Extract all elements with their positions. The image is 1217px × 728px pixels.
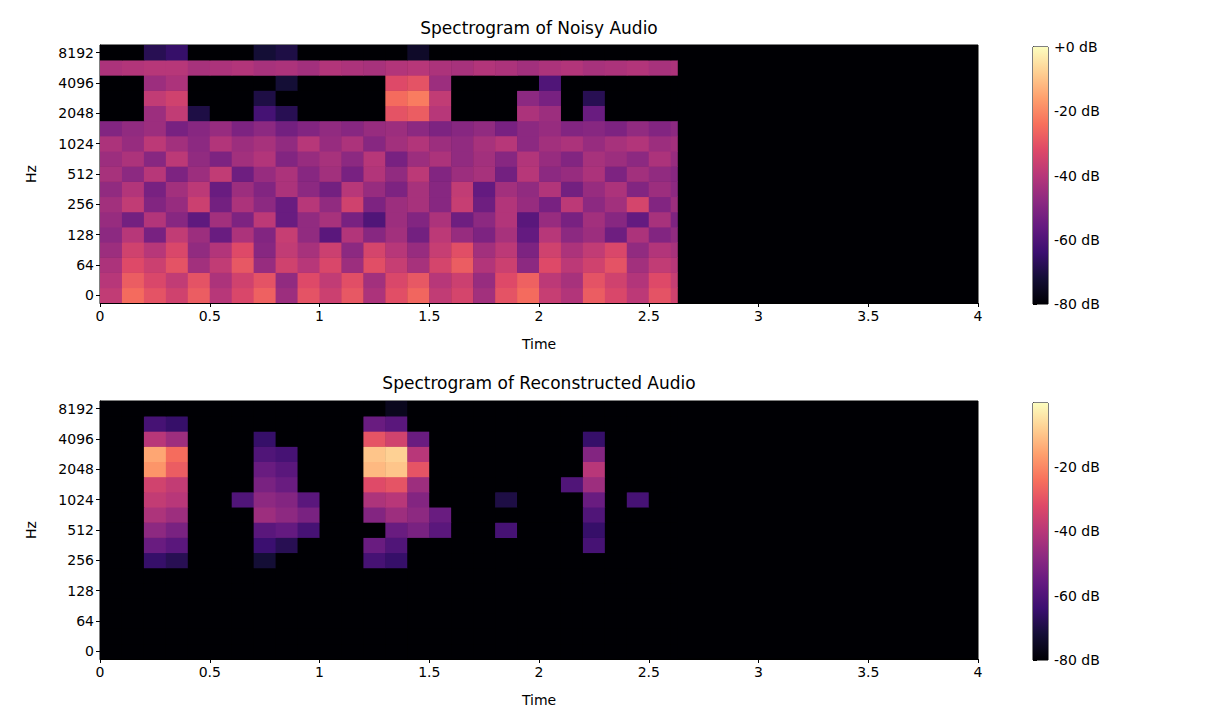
svg-text:64: 64 [76,257,94,273]
svg-text:Spectrogram of Reconstructed A: Spectrogram of Reconstructed Audio [382,373,695,393]
svg-text:2.5: 2.5 [638,664,660,680]
svg-text:256: 256 [67,552,94,568]
svg-text:0.5: 0.5 [199,664,221,680]
svg-text:4096: 4096 [58,431,94,447]
svg-text:1: 1 [315,308,324,324]
svg-text:Hz: Hz [23,165,39,183]
svg-text:8192: 8192 [58,401,94,417]
svg-text:1.5: 1.5 [418,664,440,680]
svg-text:128: 128 [67,227,94,243]
svg-text:-40 dB: -40 dB [1054,523,1100,539]
svg-text:1024: 1024 [58,492,94,508]
svg-text:4: 4 [974,308,983,324]
svg-text:1024: 1024 [58,136,94,152]
svg-text:2.5: 2.5 [638,308,660,324]
svg-text:0: 0 [85,643,94,659]
svg-text:3.5: 3.5 [857,664,879,680]
svg-text:2048: 2048 [58,105,94,121]
svg-text:-60 dB: -60 dB [1054,588,1100,604]
svg-text:2048: 2048 [58,461,94,477]
svg-text:-80 dB: -80 dB [1054,652,1100,668]
svg-text:3.5: 3.5 [857,308,879,324]
svg-text:8192: 8192 [58,45,94,61]
svg-text:0: 0 [85,287,94,303]
svg-text:-80 dB: -80 dB [1054,296,1100,312]
svg-text:0: 0 [96,664,105,680]
svg-text:3: 3 [754,308,763,324]
svg-text:0: 0 [96,308,105,324]
svg-text:512: 512 [67,522,94,538]
svg-text:-20 dB: -20 dB [1054,103,1100,119]
svg-text:3: 3 [754,664,763,680]
svg-text:0.5: 0.5 [199,308,221,324]
svg-text:128: 128 [67,583,94,599]
svg-text:4: 4 [974,664,983,680]
svg-text:2: 2 [535,664,544,680]
svg-text:Spectrogram of Noisy Audio: Spectrogram of Noisy Audio [420,18,658,38]
svg-text:+0 dB: +0 dB [1054,39,1098,55]
svg-text:1.5: 1.5 [418,308,440,324]
svg-text:Hz: Hz [23,521,39,539]
svg-text:2: 2 [535,308,544,324]
svg-text:Time: Time [521,692,556,708]
svg-text:256: 256 [67,196,94,212]
svg-text:512: 512 [67,166,94,182]
svg-text:4096: 4096 [58,75,94,91]
svg-text:Time: Time [521,336,556,352]
svg-text:-60 dB: -60 dB [1054,232,1100,248]
svg-text:1: 1 [315,664,324,680]
svg-text:-40 dB: -40 dB [1054,168,1100,184]
svg-text:64: 64 [76,613,94,629]
svg-text:-20 dB: -20 dB [1054,459,1100,475]
